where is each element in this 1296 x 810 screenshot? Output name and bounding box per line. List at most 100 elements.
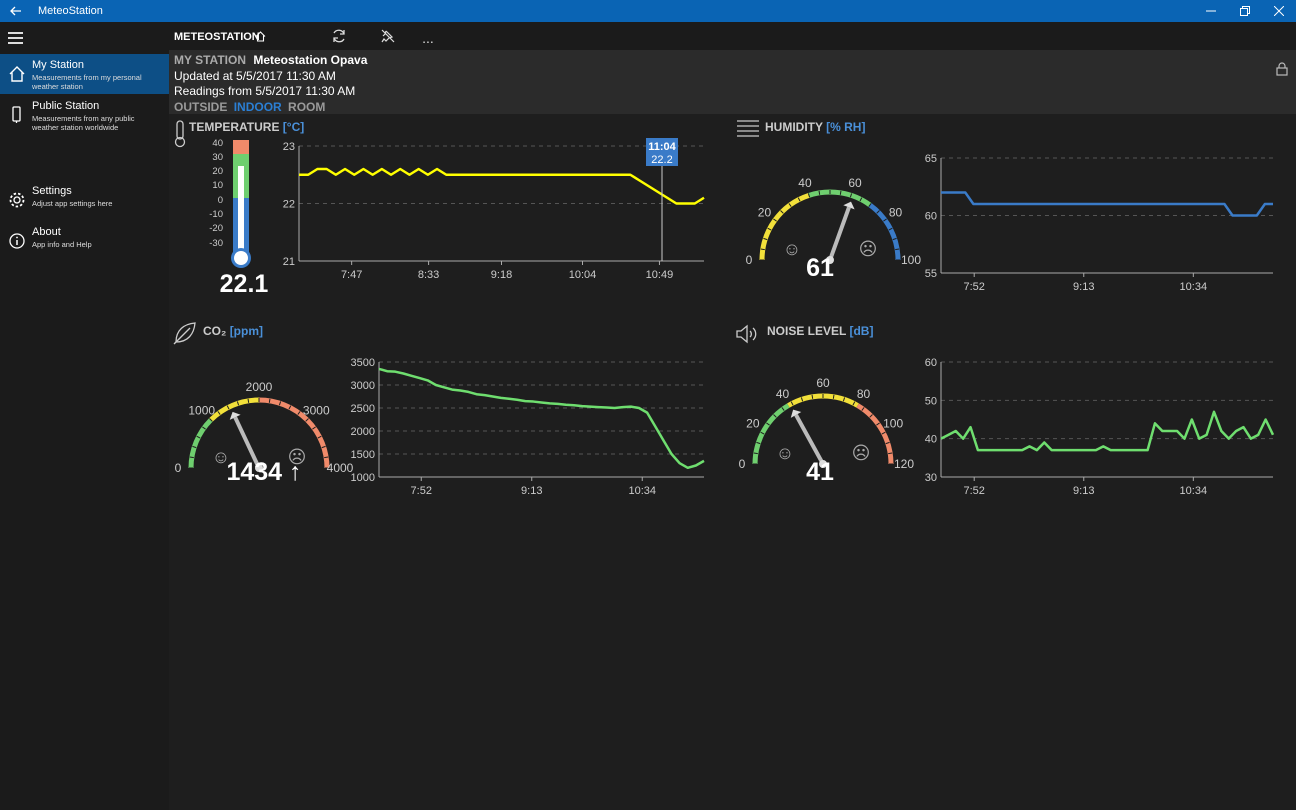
humidity-icon bbox=[737, 120, 759, 137]
gauge-tick-mark bbox=[753, 452, 758, 455]
x-tick-label: 7:52 bbox=[411, 485, 432, 497]
gauge-tick-label: 20 bbox=[758, 205, 772, 219]
gauge-tick-mark bbox=[756, 441, 761, 445]
gauge-arc-segment bbox=[856, 403, 894, 465]
tab-outside[interactable]: OUTSIDE bbox=[174, 100, 228, 114]
temperature-value: 22.1 bbox=[219, 270, 269, 298]
noise-value: 41 bbox=[806, 458, 834, 486]
station-label: MY STATION bbox=[174, 53, 246, 67]
nav-item-public-station[interactable]: Public Station Measurements from any pub… bbox=[0, 95, 169, 135]
gauge-tick-mark bbox=[832, 394, 835, 399]
gauge-tick-mark bbox=[324, 456, 329, 459]
x-tick-label: 9:13 bbox=[1073, 281, 1094, 293]
sad-face-icon: ☹ bbox=[288, 447, 307, 467]
app-title: METEOSTATION bbox=[174, 31, 260, 43]
more-button[interactable]: ... bbox=[422, 30, 434, 46]
y-tick-label: 30 bbox=[925, 472, 937, 484]
home-small-icon bbox=[255, 31, 266, 42]
gauge-tick-mark bbox=[876, 422, 880, 426]
x-tick-label: 10:34 bbox=[1180, 485, 1208, 497]
y-tick-label: 2000 bbox=[351, 426, 375, 438]
gauge-tick-mark bbox=[888, 452, 893, 455]
gauge-tick-label: 80 bbox=[857, 387, 871, 401]
gauge-tick-mark bbox=[881, 431, 886, 435]
updated-text: Updated at 5/5/2017 11:30 AM bbox=[174, 69, 336, 83]
gauge-tick-mark bbox=[852, 401, 856, 406]
sad-face-icon: ☹ bbox=[852, 443, 871, 463]
gauge-tick-mark bbox=[849, 193, 853, 198]
gauge-tick-label: 0 bbox=[175, 461, 182, 472]
gauge-tick-mark bbox=[189, 456, 194, 459]
window-title: MeteoStation bbox=[38, 5, 103, 17]
gauge-tick-mark bbox=[226, 405, 230, 410]
speaker-icon bbox=[736, 324, 757, 344]
nav-item-subtitle: Adjust app settings here bbox=[32, 199, 113, 208]
nav-item-about[interactable]: About App info and Help bbox=[0, 221, 169, 261]
tab-room[interactable]: ROOM bbox=[288, 100, 326, 114]
minimize-button[interactable] bbox=[1194, 0, 1228, 22]
series-line bbox=[941, 191, 1273, 217]
noise-title-text: NOISE LEVEL bbox=[767, 324, 847, 338]
nav-item-label: About bbox=[32, 226, 61, 238]
temp-gauge-tick: 30 bbox=[212, 152, 223, 163]
gauge-tick-mark bbox=[811, 394, 814, 399]
co2-title-text: CO₂ bbox=[203, 324, 227, 338]
gauge-tick-mark bbox=[196, 435, 201, 439]
refresh-button[interactable] bbox=[330, 28, 348, 46]
co2-gauge: 0 1000 2000 3000 4000 ☺ ☹ bbox=[175, 380, 354, 472]
gauge-tick-label: 120 bbox=[894, 457, 914, 471]
gauge-tick-label: 40 bbox=[776, 387, 790, 401]
gauge-arc-segment bbox=[752, 403, 790, 465]
nav-item-settings[interactable]: Settings Adjust app settings here bbox=[0, 180, 169, 220]
gauge-needle-head bbox=[229, 411, 241, 420]
temp-gauge-tick: 20 bbox=[212, 166, 223, 177]
gauge-tick-mark bbox=[788, 203, 792, 207]
y-tick-label: 3500 bbox=[351, 357, 375, 369]
hamburger-menu-icon[interactable] bbox=[8, 32, 23, 44]
gauge-tick-mark bbox=[760, 431, 765, 435]
gauge-tick-mark bbox=[760, 248, 765, 251]
co2-value: 1434 ↑ bbox=[226, 458, 302, 486]
gauge-tick-label: 80 bbox=[889, 205, 903, 219]
leaf-icon bbox=[173, 322, 196, 345]
x-tick-label: 10:49 bbox=[646, 269, 674, 281]
gauge-hub bbox=[819, 460, 827, 468]
gauge-tick-mark bbox=[861, 407, 865, 411]
nav-item-label: My Station bbox=[32, 59, 84, 71]
gauge-hub bbox=[826, 256, 834, 264]
x-tick-label: 7:47 bbox=[341, 269, 362, 281]
temp-gauge-tick: -10 bbox=[209, 209, 223, 220]
gauge-tick-mark bbox=[892, 237, 897, 241]
location-tabs: OUTSIDE INDOOR ROOM bbox=[174, 100, 328, 114]
thermometer-gauge: 40 30 20 10 0 -10 -20 -30 bbox=[209, 138, 251, 268]
x-tick-label: 9:13 bbox=[1073, 485, 1094, 497]
temp-gauge-tick: 40 bbox=[212, 138, 223, 149]
gauge-tick-mark bbox=[797, 197, 801, 202]
gauge-tick-label: 100 bbox=[883, 417, 903, 431]
humidity-value: 61 bbox=[806, 254, 834, 282]
nav-item-subtitle: Measurements from my personal weather st… bbox=[32, 73, 142, 91]
y-tick-label: 1500 bbox=[351, 449, 375, 461]
nav-item-my-station[interactable]: My Station Measurements from my personal… bbox=[0, 54, 169, 94]
tab-indoor[interactable]: INDOOR bbox=[233, 100, 282, 114]
main-content: METEOSTATION ... MY STATION Meteostation… bbox=[169, 22, 1296, 810]
nav-item-label: Public Station bbox=[32, 100, 100, 112]
x-tick-label: 9:18 bbox=[491, 269, 512, 281]
unpin-button[interactable] bbox=[379, 28, 397, 46]
close-button[interactable] bbox=[1262, 0, 1296, 22]
refresh-icon bbox=[333, 29, 345, 43]
tooltip-time: 11:04 bbox=[648, 141, 676, 153]
title-bar: MeteoStation bbox=[0, 0, 1296, 22]
gauge-tick-label: 60 bbox=[848, 176, 862, 190]
happy-face-icon: ☺ bbox=[212, 447, 230, 467]
gauge-tick-mark bbox=[780, 210, 784, 214]
humidity-title: HUMIDITY [% RH] bbox=[765, 120, 865, 134]
temp-gauge-tick: 10 bbox=[212, 180, 223, 191]
gauge-tick-mark bbox=[773, 218, 777, 222]
lock-icon[interactable] bbox=[1276, 62, 1288, 76]
phone-icon bbox=[12, 106, 21, 123]
back-button[interactable] bbox=[0, 0, 32, 22]
restore-button[interactable] bbox=[1228, 0, 1262, 22]
gauge-tick-mark bbox=[321, 445, 326, 449]
x-tick-label: 8:33 bbox=[418, 269, 439, 281]
